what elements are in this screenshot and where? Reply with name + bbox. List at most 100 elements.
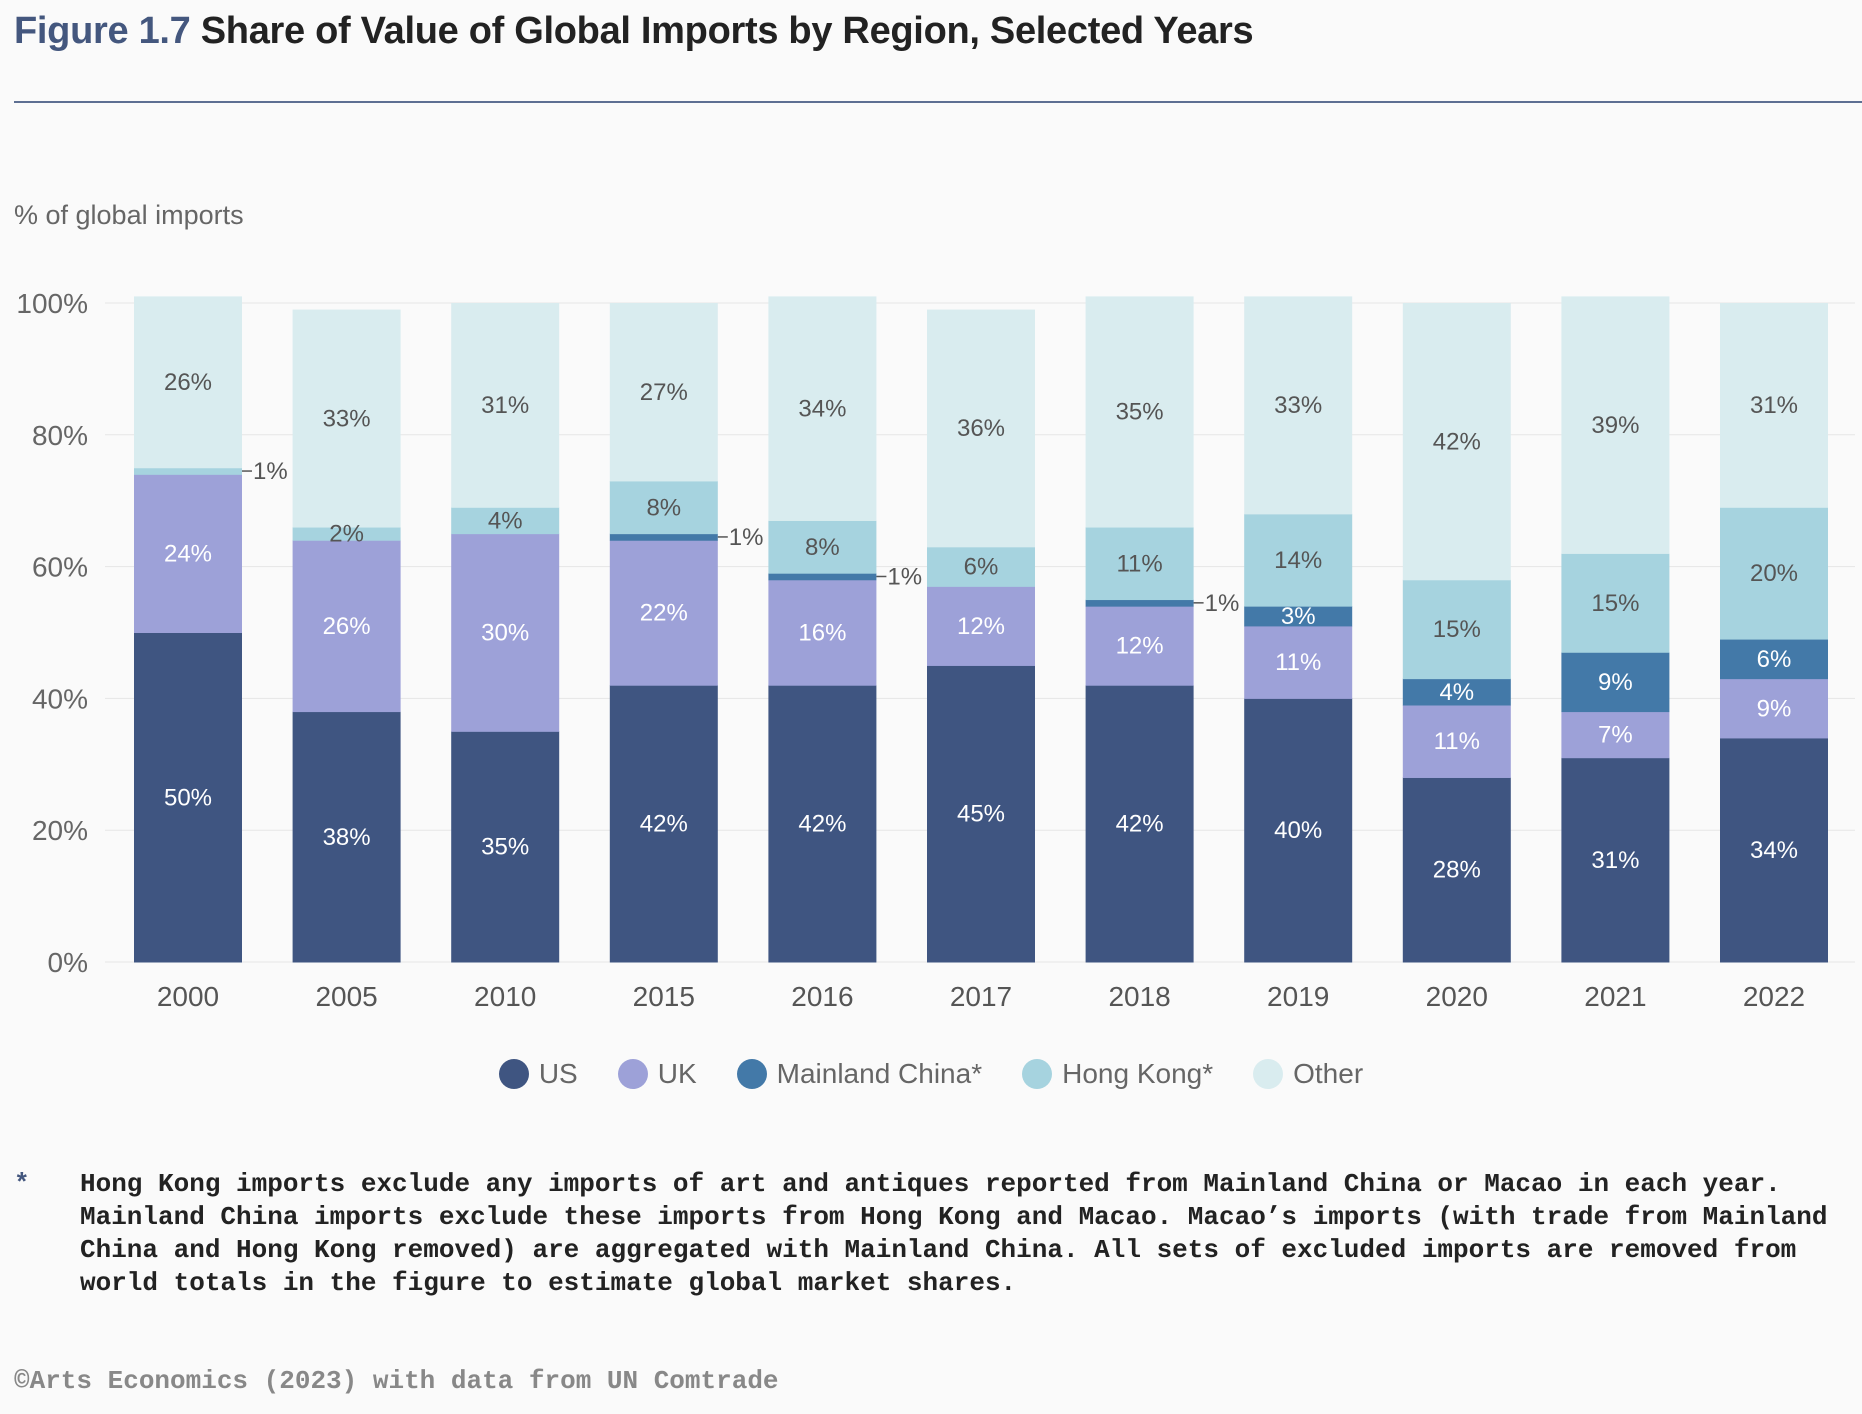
- x-axis-ticks: 2000 2005 2010 2015 2016 2017 2018 2019 2020 2021…: [157, 981, 1805, 1012]
- data-label-hong-kong-2018: 11%: [1116, 550, 1162, 577]
- bar-stack-2005: [292, 309, 401, 963]
- bar-segment-mainland-china-2019: [1244, 606, 1353, 627]
- data-label-hong-kong-2020: 15%: [1433, 616, 1481, 643]
- bar-segment-hong-kong-2016: [768, 520, 877, 574]
- bar-segment-hong-kong-2018: [1085, 527, 1194, 601]
- data-label-uk-2000: 24%: [164, 540, 212, 567]
- data-label-other-2015: 27%: [640, 379, 688, 406]
- x-tick-label: 2010: [474, 981, 536, 1012]
- bar-segment-mainland-china-2018: [1085, 599, 1194, 607]
- legend-label: Other: [1293, 1058, 1364, 1089]
- data-label-other-2010: 31%: [481, 392, 529, 419]
- bar-segment-uk-2015: [609, 540, 718, 686]
- data-label-us-2005: 38%: [323, 824, 371, 851]
- bar-segment-us-2019: [1244, 698, 1353, 963]
- bar-segment-other-2005: [292, 309, 401, 528]
- y-tick-label: 0%: [48, 947, 88, 978]
- bar-segment-uk-2016: [768, 579, 877, 686]
- data-label-other-2017: 36%: [957, 415, 1005, 442]
- bar-segment-mainland-china-2020: [1402, 678, 1511, 706]
- bar-stack-2022: [1720, 303, 1828, 963]
- y-tick-label: 40%: [32, 683, 88, 714]
- data-label-uk-2017: 12%: [957, 613, 1005, 640]
- bar-stack-2017: [927, 309, 1035, 963]
- legend-swatch: [1253, 1059, 1284, 1089]
- data-label-hong-kong-2021: 15%: [1591, 590, 1639, 617]
- bar-stack-2015: [609, 303, 718, 963]
- data-label-other-2000: 26%: [164, 369, 212, 396]
- data-label-mainland-china-2019: 3%: [1281, 603, 1316, 630]
- data-label-uk-2022: 9%: [1757, 695, 1792, 722]
- data-label-us-2000: 50%: [164, 784, 212, 811]
- x-tick-label: 2016: [791, 981, 853, 1012]
- data-label-uk-2018: 12%: [1116, 633, 1164, 660]
- stacked-bar-chart: 0% 20% 40% 60% 80% 100% 50% 24% 1% 26% 38% 26% 2% 33…: [16, 288, 1855, 1012]
- legend-item-other: Other: [1253, 1058, 1363, 1090]
- legend-swatch: [736, 1059, 767, 1089]
- data-label-hong-kong-2022: 20%: [1750, 560, 1798, 587]
- x-tick-label: 2000: [157, 981, 219, 1012]
- bar-segment-us-2022: [1720, 737, 1828, 963]
- data-label-uk-2005: 26%: [323, 613, 371, 640]
- legend-item-mainland-china: Mainland China*: [736, 1058, 982, 1090]
- data-label-us-2021: 31%: [1591, 847, 1639, 874]
- bar-stack-2000: [134, 296, 242, 963]
- data-label-uk-2010: 30%: [481, 620, 529, 647]
- data-label-mainland-china-2016: 1%: [887, 563, 922, 590]
- bar-segment-other-2020: [1402, 303, 1511, 581]
- bar-segment-mainland-china-2021: [1561, 652, 1670, 713]
- bar-stack-2021: [1561, 296, 1670, 963]
- data-label-hong-kong-2010: 4%: [488, 507, 523, 534]
- legend: US UK Mainland China* Hong Kong* Other: [0, 1058, 1862, 1090]
- data-label-other-2019: 33%: [1274, 392, 1322, 419]
- bar-segment-uk-2021: [1561, 711, 1670, 759]
- data-label-uk-2019: 11%: [1275, 649, 1321, 676]
- data-label-us-2020: 28%: [1433, 857, 1481, 884]
- x-tick-label: 2019: [1267, 981, 1329, 1012]
- data-label-mainland-china-2020: 4%: [1439, 679, 1474, 706]
- source-credit: ©Arts Economics (2023) with data from UN…: [14, 1366, 779, 1396]
- data-label-us-2015: 42%: [640, 811, 688, 838]
- legend-label: UK: [657, 1058, 697, 1089]
- bar-stack-2020: [1402, 303, 1511, 963]
- data-label-us-2018: 42%: [1116, 811, 1164, 838]
- data-labels: 50% 24% 1% 26% 38% 26% 2% 33% 35% 30% 4% 31% 42% 22% 1…: [164, 369, 1798, 884]
- data-label-hong-kong-2000: 1%: [253, 458, 288, 485]
- bar-segment-hong-kong-2020: [1402, 579, 1511, 680]
- data-label-mainland-china-2015: 1%: [729, 524, 764, 551]
- title-divider: [14, 101, 1862, 103]
- legend-swatch: [498, 1059, 529, 1089]
- legend-swatch: [617, 1059, 648, 1089]
- data-label-uk-2015: 22%: [640, 600, 688, 627]
- bar-stack-2010: [451, 303, 560, 963]
- bar-segment-hong-kong-2017: [927, 546, 1035, 587]
- bar-segment-us-2018: [1085, 685, 1194, 963]
- data-label-us-2022: 34%: [1750, 837, 1798, 864]
- footnote-marker: *: [14, 1169, 30, 1199]
- bar-segment-other-2017: [927, 309, 1035, 548]
- legend-item-us: US: [498, 1058, 578, 1090]
- x-tick-label: 2015: [633, 981, 695, 1012]
- x-tick-label: 2018: [1108, 981, 1170, 1012]
- figure-title-text: Share of Value of Global Imports by Regi…: [200, 10, 1254, 52]
- footnote: * Hong Kong imports exclude any imports …: [14, 1168, 1844, 1300]
- data-label-other-2018: 35%: [1116, 399, 1164, 426]
- bar-segment-hong-kong-2005: [292, 527, 401, 541]
- data-label-other-2005: 33%: [323, 405, 371, 432]
- y-axis-label: % of global imports: [14, 200, 244, 230]
- bar-segment-us-2005: [292, 711, 401, 963]
- bar-segment-other-2021: [1561, 296, 1670, 554]
- data-label-hong-kong-2017: 6%: [964, 554, 999, 581]
- y-axis-ticks: 0% 20% 40% 60% 80% 100%: [16, 288, 88, 978]
- y-tick-label: 80%: [32, 420, 88, 451]
- bar-segment-uk-2005: [292, 540, 401, 713]
- data-label-other-2020: 42%: [1433, 428, 1481, 455]
- data-label-mainland-china-2018: 1%: [1205, 590, 1240, 617]
- bar-stack-2016: [768, 296, 877, 963]
- bar-stack-2018: [1085, 296, 1194, 963]
- bar-segment-hong-kong-2022: [1720, 507, 1828, 640]
- legend-item-hong-kong: Hong Kong*: [1022, 1058, 1213, 1090]
- figure-title: Figure 1.7 Share of Value of Global Impo…: [14, 10, 1254, 53]
- data-label-uk-2020: 11%: [1434, 728, 1480, 755]
- bar-segment-us-2015: [609, 685, 718, 963]
